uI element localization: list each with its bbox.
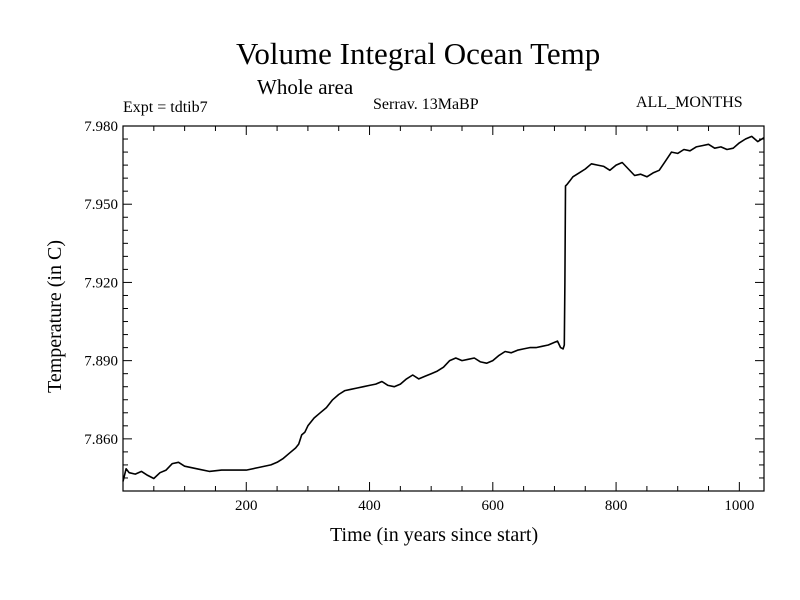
plot-frame xyxy=(122,125,765,492)
x-tick-label: 200 xyxy=(235,498,258,514)
y-tick-label: 7.950 xyxy=(84,197,118,213)
x-tick-label: 400 xyxy=(358,498,381,514)
y-tick-label: 7.980 xyxy=(84,119,118,135)
chart-subtitle: Whole area xyxy=(257,75,354,99)
y-tick-label: 7.920 xyxy=(84,275,118,291)
y-tick-label: 7.860 xyxy=(84,432,118,448)
model-label: Serrav. 13MaBP xyxy=(373,96,479,113)
chart-title: Volume Integral Ocean Temp xyxy=(236,36,601,71)
x-axis-label: Time (in years since start) xyxy=(330,524,539,546)
period-label: ALL_MONTHS xyxy=(636,94,743,111)
y-tick-label: 7.890 xyxy=(84,354,118,370)
experiment-label: Expt = tdtib7 xyxy=(123,99,208,116)
x-tick-label: 600 xyxy=(482,498,505,514)
x-tick-label: 1000 xyxy=(724,498,754,514)
series-line xyxy=(122,135,765,482)
x-tick-label: 800 xyxy=(605,498,628,514)
y-axis-label: Temperature (in C) xyxy=(44,240,66,393)
